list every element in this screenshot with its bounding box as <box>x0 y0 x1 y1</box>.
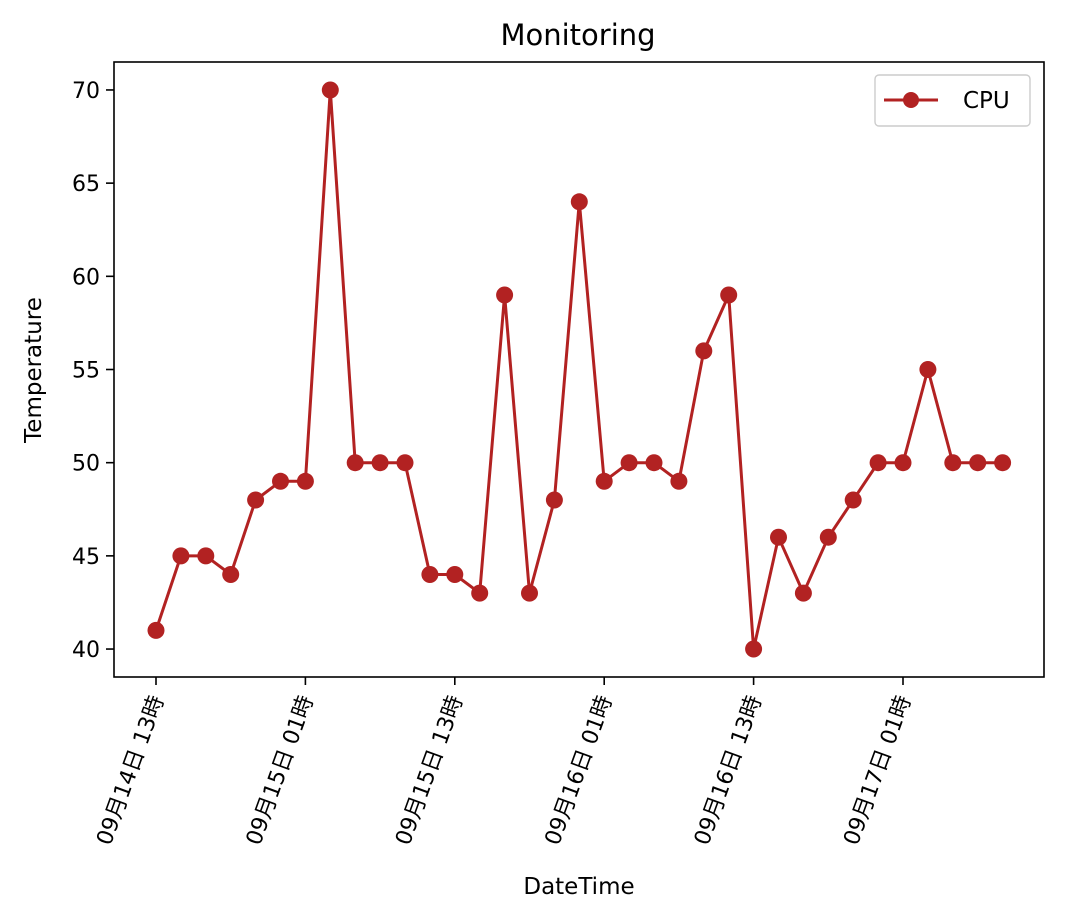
data-point <box>944 454 962 472</box>
data-point <box>844 491 862 509</box>
series-line-cpu <box>154 88 1003 651</box>
data-point <box>222 566 240 583</box>
data-point <box>321 81 339 99</box>
x-tick-label: 09月16日 01時 <box>541 693 618 849</box>
data-point <box>471 584 489 602</box>
data-point <box>770 528 787 546</box>
y-axis-label: Temperature <box>21 297 47 444</box>
x-tick-label: 09月15日 13時 <box>391 693 468 849</box>
data-point <box>147 621 165 639</box>
y-tick-label: 65 <box>72 172 100 197</box>
legend-marker-swatch <box>903 92 919 108</box>
data-point <box>969 454 987 472</box>
x-tick-label: 09月16日 13時 <box>690 693 767 849</box>
data-point <box>197 547 215 565</box>
data-point <box>346 454 364 472</box>
data-point <box>819 528 837 546</box>
y-axis: 40 45 50 55 60 65 70 <box>72 79 114 663</box>
data-point <box>421 566 439 583</box>
plot-marks <box>147 81 1012 658</box>
data-point <box>919 361 937 378</box>
legend-box <box>874 74 1031 127</box>
y-tick-label: 70 <box>72 79 100 104</box>
chart-title: Monitoring <box>500 18 655 52</box>
y-tick-label: 50 <box>72 452 100 477</box>
data-point <box>396 454 414 472</box>
data-point <box>521 584 538 602</box>
x-tick-label: 09月14日 13時 <box>92 693 169 849</box>
data-point <box>595 472 613 490</box>
data-point <box>172 547 190 565</box>
data-point <box>869 454 887 472</box>
legend: CPU <box>874 74 1031 127</box>
data-point <box>994 454 1012 472</box>
y-tick-label: 45 <box>72 545 100 570</box>
plot-frame <box>113 61 1045 678</box>
y-tick-label: 60 <box>72 265 100 290</box>
data-point <box>645 454 663 472</box>
data-point <box>670 472 688 490</box>
x-tick-label: 09月15日 01時 <box>242 693 319 849</box>
data-point <box>371 454 389 472</box>
data-point <box>272 472 289 490</box>
data-point <box>296 472 314 490</box>
data-point <box>545 491 563 509</box>
y-tick-label: 55 <box>72 359 100 384</box>
x-axis: 09月14日 13時 09月15日 01時 09月15日 13時 09月16日 01時… <box>92 677 917 849</box>
data-point <box>695 342 713 360</box>
x-axis-label: DateTime <box>523 874 634 900</box>
data-point <box>794 584 812 602</box>
data-point <box>894 454 912 472</box>
data-point <box>620 454 638 472</box>
data-point <box>720 286 738 304</box>
data-point <box>745 640 763 658</box>
legend-label-cpu: CPU <box>963 88 1010 114</box>
data-point <box>496 286 514 304</box>
data-point <box>446 566 464 583</box>
y-tick-label: 40 <box>72 638 100 663</box>
x-tick-label: 09月17日 01時 <box>839 693 916 849</box>
data-point <box>570 193 588 211</box>
data-point <box>247 491 265 509</box>
